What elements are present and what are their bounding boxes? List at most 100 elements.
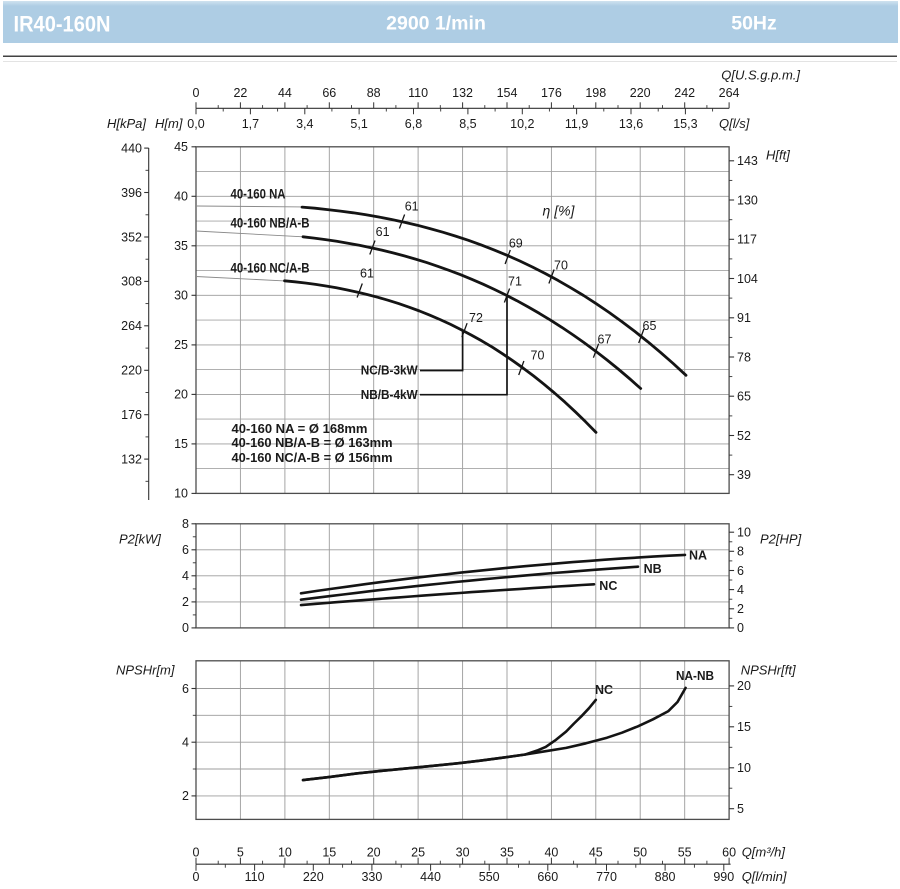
svg-text:20: 20	[367, 845, 381, 859]
svg-text:Q[l/min]: Q[l/min]	[742, 869, 787, 884]
svg-text:660: 660	[537, 870, 558, 884]
svg-text:5,1: 5,1	[350, 117, 367, 131]
svg-text:176: 176	[541, 86, 562, 100]
svg-text:220: 220	[630, 86, 651, 100]
svg-text:352: 352	[121, 230, 142, 244]
svg-text:0: 0	[182, 621, 189, 635]
svg-text:11,9: 11,9	[565, 117, 588, 131]
svg-text:67: 67	[598, 333, 612, 347]
svg-text:88: 88	[367, 86, 381, 100]
svg-text:40-160 NC/A-B = Ø 156mm: 40-160 NC/A-B = Ø 156mm	[232, 450, 393, 465]
svg-text:220: 220	[303, 870, 324, 884]
svg-text:25: 25	[411, 845, 425, 859]
svg-text:550: 550	[479, 870, 500, 884]
svg-text:NC/B-3kW: NC/B-3kW	[361, 364, 418, 378]
svg-text:330: 330	[361, 870, 382, 884]
svg-text:0: 0	[193, 845, 200, 859]
svg-text:10,2: 10,2	[510, 117, 534, 131]
svg-text:35: 35	[174, 239, 188, 253]
svg-text:61: 61	[360, 266, 374, 280]
svg-text:39: 39	[737, 468, 751, 482]
svg-text:66: 66	[322, 86, 336, 100]
svg-text:45: 45	[589, 845, 603, 859]
svg-text:NB/B-4kW: NB/B-4kW	[361, 388, 418, 402]
svg-text:78: 78	[737, 350, 751, 364]
svg-text:15: 15	[174, 437, 188, 451]
svg-text:110: 110	[408, 86, 428, 100]
svg-text:H[kPa]: H[kPa]	[107, 116, 146, 131]
svg-text:264: 264	[719, 86, 740, 100]
svg-text:IR40-160N: IR40-160N	[14, 11, 111, 36]
svg-text:40-160 NC/A-B: 40-160 NC/A-B	[231, 260, 310, 275]
svg-text:143: 143	[737, 154, 758, 168]
svg-text:40-160 NA: 40-160 NA	[231, 187, 286, 202]
svg-text:117: 117	[737, 233, 757, 247]
svg-text:110: 110	[245, 870, 265, 884]
svg-text:30: 30	[174, 289, 188, 303]
svg-text:440: 440	[121, 141, 142, 155]
svg-text:40: 40	[174, 190, 188, 204]
svg-text:30: 30	[456, 845, 470, 859]
svg-text:0: 0	[193, 86, 200, 100]
svg-text:70: 70	[531, 349, 545, 363]
svg-text:NA: NA	[689, 549, 707, 563]
svg-text:4: 4	[182, 736, 189, 750]
svg-text:71: 71	[508, 275, 522, 289]
svg-text:60: 60	[722, 845, 736, 859]
svg-text:H[m]: H[m]	[155, 116, 183, 131]
svg-text:0: 0	[737, 621, 744, 635]
svg-text:45: 45	[174, 140, 188, 154]
svg-text:22: 22	[233, 86, 247, 100]
svg-text:61: 61	[405, 200, 419, 214]
svg-text:8,5: 8,5	[459, 117, 476, 131]
svg-text:308: 308	[121, 275, 142, 289]
svg-text:69: 69	[509, 237, 523, 251]
svg-text:55: 55	[678, 845, 692, 859]
svg-text:2: 2	[182, 595, 189, 609]
svg-text:6: 6	[182, 682, 189, 696]
svg-text:65: 65	[737, 390, 751, 404]
svg-text:6: 6	[182, 543, 189, 557]
svg-text:52: 52	[737, 429, 751, 443]
svg-text:91: 91	[737, 311, 751, 325]
svg-text:50: 50	[633, 845, 647, 859]
svg-text:H[ft]: H[ft]	[766, 148, 790, 163]
svg-text:8: 8	[182, 517, 189, 531]
svg-text:2: 2	[182, 789, 189, 803]
svg-text:15: 15	[322, 845, 336, 859]
svg-text:40-160 NB/A-B: 40-160 NB/A-B	[231, 216, 310, 231]
svg-text:1,7: 1,7	[242, 117, 259, 131]
svg-text:990: 990	[713, 870, 734, 884]
svg-text:Q[m³/h]: Q[m³/h]	[742, 844, 786, 859]
svg-text:15: 15	[737, 720, 751, 734]
svg-text:440: 440	[420, 870, 441, 884]
svg-text:104: 104	[737, 272, 758, 286]
svg-text:NPSHr[ft]: NPSHr[ft]	[741, 663, 796, 678]
svg-text:P2[HP]: P2[HP]	[760, 532, 802, 547]
svg-text:2: 2	[737, 602, 744, 616]
svg-text:NA-NB: NA-NB	[676, 669, 714, 683]
svg-text:264: 264	[121, 319, 142, 333]
svg-text:242: 242	[674, 86, 695, 100]
svg-text:40-160 NB/A-B = Ø 163mm: 40-160 NB/A-B = Ø 163mm	[232, 435, 393, 450]
svg-text:176: 176	[121, 408, 142, 422]
svg-text:40-160 NA = Ø 168mm: 40-160 NA = Ø 168mm	[232, 421, 368, 436]
svg-text:3,4: 3,4	[296, 117, 313, 131]
svg-text:5: 5	[237, 845, 244, 859]
svg-text:P2[kW]: P2[kW]	[119, 532, 161, 547]
svg-text:40: 40	[544, 845, 558, 859]
svg-text:2900 1/min: 2900 1/min	[386, 13, 486, 35]
svg-text:132: 132	[452, 86, 473, 100]
svg-text:6,8: 6,8	[405, 117, 422, 131]
svg-text:130: 130	[737, 193, 758, 207]
svg-text:72: 72	[469, 311, 483, 325]
svg-text:NPSHr[m]: NPSHr[m]	[116, 663, 175, 678]
svg-text:η [%]: η [%]	[543, 203, 576, 219]
svg-text:6: 6	[737, 564, 744, 578]
svg-text:880: 880	[655, 870, 676, 884]
svg-text:25: 25	[174, 338, 188, 352]
svg-text:770: 770	[596, 870, 617, 884]
svg-text:NC: NC	[599, 579, 617, 593]
svg-text:10: 10	[278, 845, 292, 859]
svg-text:50Hz: 50Hz	[731, 13, 777, 35]
